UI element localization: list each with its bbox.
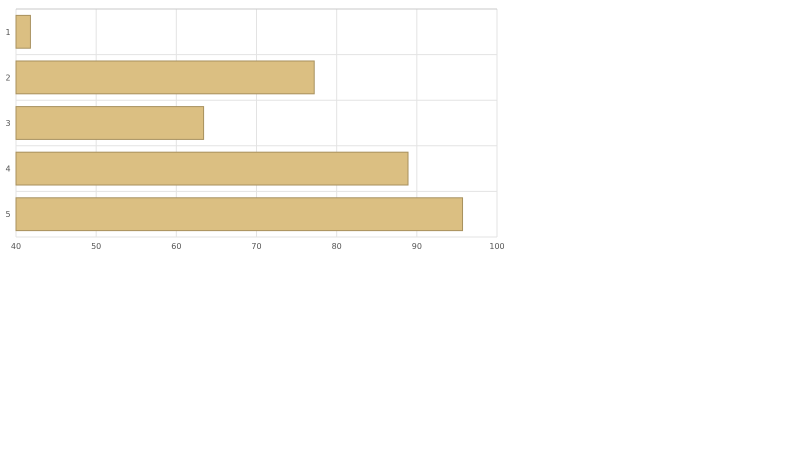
x-tick-label: 100 (489, 242, 504, 251)
x-tick-label: 60 (171, 242, 181, 251)
bar (15, 14, 31, 49)
y-tick-label: 5 (5, 210, 10, 219)
x-tick-label: 40 (11, 242, 21, 251)
x-tick-label: 50 (91, 242, 101, 251)
labels-layer: 40 50 60 70 80 90 100 1 2 3 4 5 (5, 28, 504, 251)
x-tick-label: 70 (251, 242, 261, 251)
bars-layer (15, 14, 464, 232)
y-tick-label: 4 (5, 165, 10, 174)
x-tick-label: 80 (332, 242, 342, 251)
bar (15, 151, 409, 186)
y-tick-label: 3 (5, 119, 10, 128)
bar (15, 60, 315, 95)
y-tick-label: 2 (5, 73, 10, 82)
bar (15, 106, 205, 140)
y-tick-label: 1 (5, 28, 10, 37)
bar (15, 197, 464, 232)
x-tick-label: 90 (412, 242, 422, 251)
grid-layer (15, 8, 498, 238)
